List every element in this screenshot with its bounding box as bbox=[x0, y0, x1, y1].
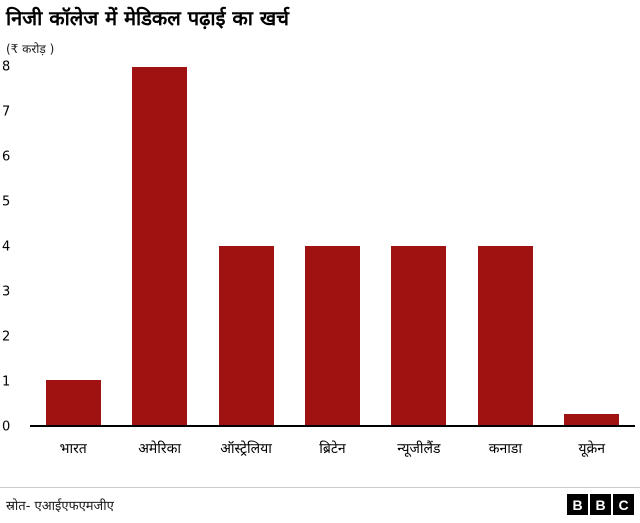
bar bbox=[45, 380, 101, 425]
source-text: स्रोत- एआईएफएमजीए bbox=[6, 498, 114, 514]
bar bbox=[564, 413, 620, 425]
bar bbox=[391, 246, 447, 425]
x-category-label: न्यूजीलैंड bbox=[397, 441, 441, 457]
x-category-label: कनाडा bbox=[488, 441, 522, 457]
bar-column bbox=[30, 67, 116, 425]
chart-area: 0 1 2 3 4 5 6 7 8 bbox=[2, 60, 635, 435]
y-tick-label: 7 bbox=[2, 104, 11, 120]
bar-column bbox=[462, 67, 548, 425]
x-category-label: अमेरिका bbox=[138, 441, 182, 457]
x-category-label: यूक्रेन bbox=[578, 441, 606, 457]
unit-label: (₹ करोड़ ) bbox=[6, 42, 55, 56]
y-tick-label: 1 bbox=[2, 374, 11, 390]
y-tick-label: 4 bbox=[2, 239, 11, 255]
bar bbox=[304, 246, 360, 425]
y-tick-label: 0 bbox=[2, 419, 11, 435]
y-axis-labels: 0 1 2 3 4 5 6 7 8 bbox=[0, 60, 26, 435]
bar-column bbox=[203, 67, 289, 425]
bar bbox=[132, 67, 188, 425]
y-tick-label: 5 bbox=[2, 194, 11, 210]
footer: स्रोत- एआईएफएमजीए B B C bbox=[0, 487, 640, 523]
x-axis-labels: भारत अमेरिका ऑस्ट्रेलिया ब्रिटेन न्यूजीलैंड क… bbox=[30, 427, 635, 458]
bars bbox=[30, 67, 635, 427]
bar-column bbox=[376, 67, 462, 425]
bar-column bbox=[289, 67, 375, 425]
x-category-label: भारत bbox=[59, 441, 87, 457]
x-category-label: ब्रिटेन bbox=[319, 441, 346, 457]
bar bbox=[218, 246, 274, 425]
chart-title: निजी कॉलेज में मेडिकल पढ़ाई का खर्च bbox=[6, 6, 289, 30]
y-tick-label: 6 bbox=[2, 149, 11, 165]
bbc-logo: B B C bbox=[567, 494, 634, 515]
bar-column bbox=[549, 67, 635, 425]
bar-column bbox=[116, 67, 202, 425]
bbc-logo-block: B bbox=[567, 494, 588, 515]
y-tick-label: 8 bbox=[2, 59, 11, 75]
bbc-logo-block: C bbox=[613, 494, 634, 515]
y-tick-label: 3 bbox=[2, 284, 11, 300]
bbc-logo-block: B bbox=[590, 494, 611, 515]
y-tick-label: 2 bbox=[2, 329, 11, 345]
bar bbox=[477, 246, 533, 425]
x-category-label: ऑस्ट्रेलिया bbox=[220, 441, 272, 457]
